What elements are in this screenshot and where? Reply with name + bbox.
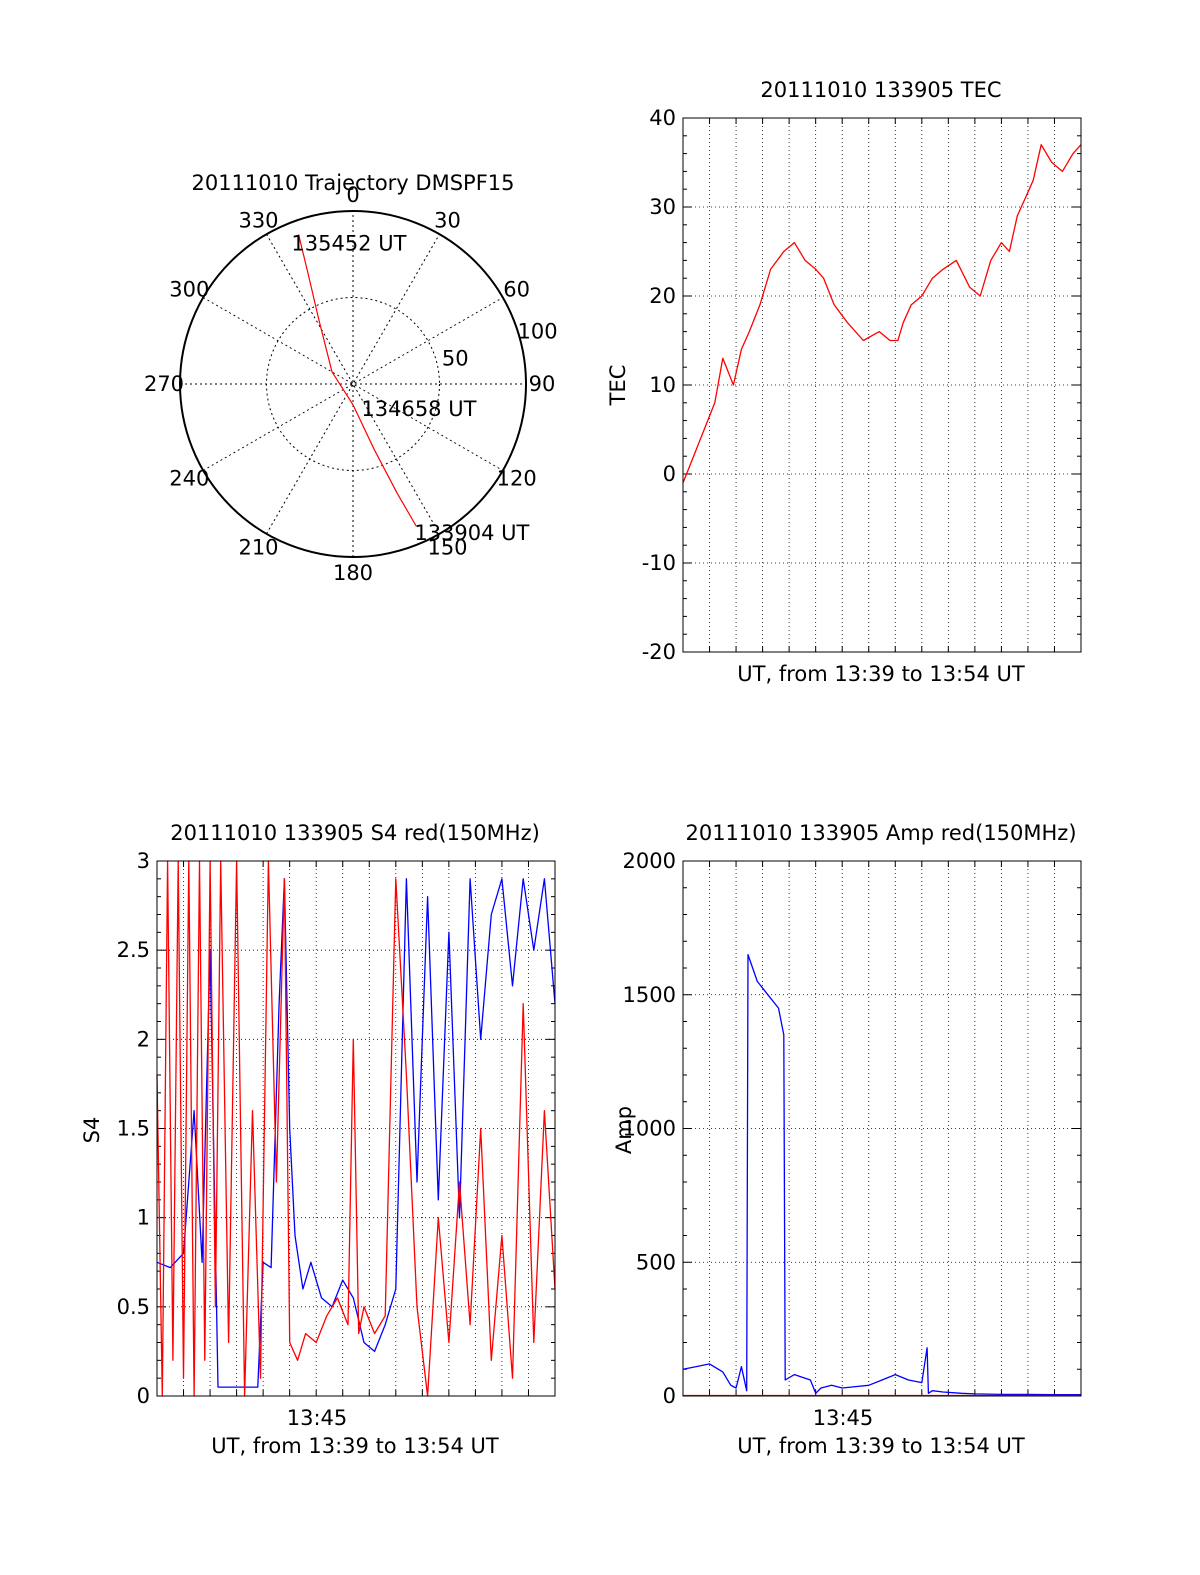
tec-grid (683, 117, 1081, 653)
s4-series (156, 860, 556, 1397)
y-tick-label: 0.5 (117, 1295, 150, 1319)
y-tick-label: 2000 (623, 849, 676, 873)
y-tick-label: 500 (636, 1250, 676, 1274)
s4-ylabel: S4 (80, 1117, 104, 1144)
polar-angle-label: 90 (529, 372, 556, 396)
polar-radial-label: 100 (517, 320, 557, 344)
polar-angle-label: 270 (144, 372, 184, 396)
polar-angle-label: 150 (427, 536, 467, 560)
y-tick-label: 10 (649, 373, 676, 397)
s4-y-ticks: 0 0.5 1 1.5 2 2.5 3 (117, 849, 150, 1408)
tec-ylabel: TEC (606, 365, 630, 407)
amp-xtick-label: 13:45 (813, 1406, 874, 1430)
tec-y-ticks: -20 -10 0 10 20 30 40 (642, 106, 676, 664)
y-tick-label: 30 (649, 195, 676, 219)
y-tick-label: 0 (663, 1384, 676, 1408)
polar-inner-circle (266, 297, 440, 471)
series-line (682, 144, 1082, 484)
s4-title: 20111010 133905 S4 red(150MHz) (170, 821, 540, 845)
y-tick-label: -10 (642, 551, 676, 575)
amp-plot-frame (682, 860, 1082, 1397)
amp-grid (683, 860, 1081, 1397)
polar-angle-label: 330 (238, 208, 278, 232)
y-tick-label: 0 (663, 462, 676, 486)
polar-title: 20111010 Trajectory DMSPF15 (191, 171, 514, 195)
polar-angle-label: 240 (169, 467, 209, 491)
amp-xlabel: UT, from 13:39 to 13:54 UT (737, 1434, 1025, 1458)
series-line (156, 878, 556, 1388)
polar-annotations: 135452 UT 134658 UT 133904 UT (291, 231, 529, 545)
polar-angle-label: 0 (346, 183, 359, 207)
y-tick-label: 40 (649, 106, 676, 130)
polar-radial-label: 50 (442, 346, 469, 370)
s4-xtick-label: 13:45 (287, 1406, 348, 1430)
y-tick-label: 1500 (623, 983, 676, 1007)
polar-angle-label: 180 (333, 561, 373, 585)
y-tick-label: 2 (137, 1027, 150, 1051)
tec-plot-frame (682, 117, 1082, 653)
tec-series (682, 144, 1082, 484)
y-tick-label: 1000 (623, 1117, 676, 1141)
s4-panel: 20111010 133905 S4 red(150MHz) 0 0.5 1 1.5 2… (80, 821, 556, 1458)
y-tick-label: 1 (137, 1206, 150, 1230)
polar-angle-label: 60 (503, 278, 530, 302)
s4-xlabel: UT, from 13:39 to 13:54 UT (211, 1434, 499, 1458)
s4-plot-frame (156, 860, 556, 1397)
y-tick-label: 1.5 (117, 1117, 150, 1141)
polar-time-annotation: 134658 UT (361, 397, 476, 421)
y-tick-label: 2.5 (117, 938, 150, 962)
amp-y-ticks: 0 500 1000 1500 2000 (623, 849, 676, 1408)
polar-time-annotation: 135452 UT (291, 231, 406, 255)
amp-series (682, 953, 1081, 1397)
polar-time-annotation: 133904 UT (414, 521, 529, 545)
series-line (682, 953, 1081, 1396)
amp-title: 20111010 133905 Amp red(150MHz) (685, 821, 1076, 845)
y-tick-label: 3 (137, 849, 150, 873)
polar-angle-label: 300 (169, 278, 209, 302)
y-tick-label: -20 (642, 640, 676, 664)
amp-panel: 20111010 133905 Amp red(150MHz) 0 500 1000… (612, 821, 1082, 1458)
amp-ylabel: Amp (612, 1106, 636, 1154)
polar-radial-labels: 50 100 (442, 320, 558, 371)
polar-trajectory-line (297, 234, 417, 527)
tec-xlabel: UT, from 13:39 to 13:54 UT (737, 662, 1025, 686)
polar-angle-label: 120 (497, 467, 537, 491)
polar-trajectory (297, 234, 417, 527)
y-tick-label: 20 (649, 284, 676, 308)
tec-title: 20111010 133905 TEC (760, 78, 1001, 102)
y-tick-label: 0 (137, 1384, 150, 1408)
polar-angle-label: 210 (238, 536, 278, 560)
polar-panel: 20111010 Trajectory DMSPF15 0 30 60 90 120 15… (144, 171, 558, 585)
polar-angle-label: 30 (434, 208, 461, 232)
polar-grid (179, 210, 527, 558)
polar-angle-labels: 0 30 60 90 120 150 180 210 240 270 300 330 (144, 183, 555, 585)
